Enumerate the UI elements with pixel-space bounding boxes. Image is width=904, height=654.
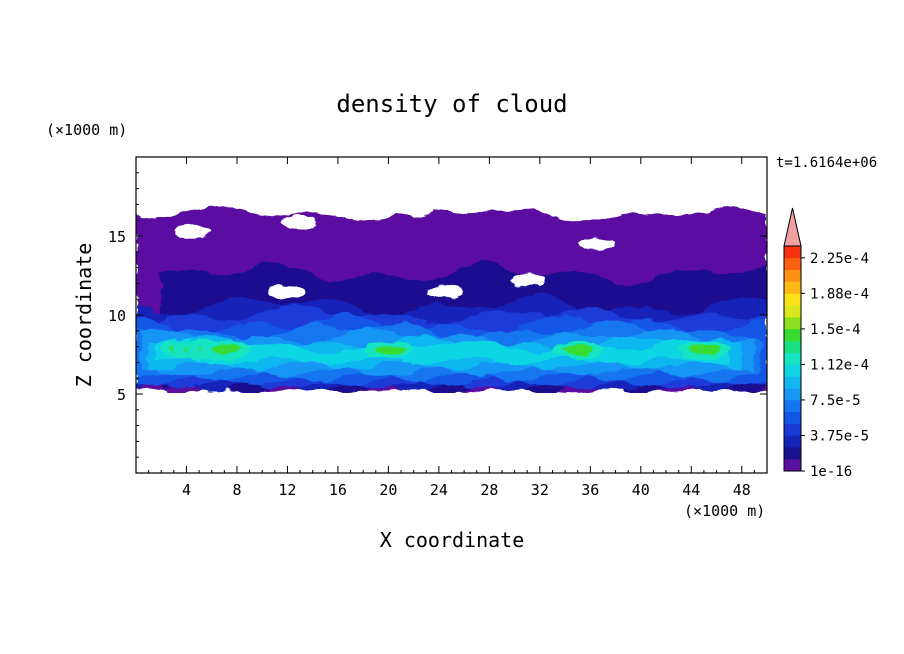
x-tick-label: 4 <box>182 481 191 499</box>
x-tick-label: 48 <box>733 481 751 499</box>
colorbar-swatch <box>784 447 801 460</box>
clear-air-gap <box>269 284 306 299</box>
colorbar-swatch <box>784 340 801 353</box>
y-tick-label: 10 <box>108 307 126 325</box>
colorbar-swatch <box>784 411 801 424</box>
y-tick-label: 5 <box>117 386 126 404</box>
colorbar-swatch <box>784 305 801 318</box>
colorbar-overflow-arrow <box>783 207 802 247</box>
x-tick-label: 36 <box>581 481 599 499</box>
x-tick-label: 16 <box>329 481 347 499</box>
clear-air-gap <box>578 236 615 251</box>
colorbar-swatch <box>784 269 801 282</box>
colorbar-swatch <box>784 376 801 389</box>
colorbar-swatch <box>784 352 801 365</box>
x-tick-label: 12 <box>278 481 296 499</box>
x-tick-label: 20 <box>379 481 397 499</box>
clear-air-gap <box>427 284 464 299</box>
x-unit-label: (×1000 m) <box>684 502 765 520</box>
colorbar-tick-label: 1.88e-4 <box>810 286 869 302</box>
x-tick-label: 44 <box>682 481 700 499</box>
colorbar-swatch <box>784 281 801 294</box>
colorbar-swatch <box>784 364 801 377</box>
colorbar-tick-label: 3.75e-5 <box>810 428 869 444</box>
cloud-core-inner <box>208 344 241 355</box>
cloud-core-inner <box>687 344 720 355</box>
y-unit-label: (×1000 m) <box>46 121 127 139</box>
x-axis: 4 8 12 16 20 24 28 32 36 40 44 48 <box>148 157 755 499</box>
colorbar-swatch <box>784 435 801 448</box>
x-tick-label: 40 <box>632 481 650 499</box>
clear-air-gap <box>509 273 546 288</box>
x-tick-label: 24 <box>430 481 448 499</box>
x-tick-label: 8 <box>232 481 241 499</box>
clear-air-gap <box>282 216 319 231</box>
x-axis-label: X coordinate <box>380 528 525 552</box>
colorbar-swatch <box>784 246 801 259</box>
colorbar-swatch <box>784 328 801 342</box>
x-tick-label: 28 <box>480 481 498 499</box>
colorbar-swatch <box>784 459 801 472</box>
colorbar-swatch <box>784 293 801 306</box>
colorbar-tick-label: 1.5e-4 <box>810 322 861 338</box>
y-axis-label: Z coordinate <box>72 243 96 388</box>
chart-title: density of cloud <box>336 90 567 118</box>
colorbar-tick-label: 1.12e-4 <box>810 357 869 373</box>
colorbar: 1e-16 3.75e-5 7.5e-5 1.12e-4 1.5e-4 1.88e-4 2.… <box>783 207 869 480</box>
colorbar-tick-label: 7.5e-5 <box>810 393 861 409</box>
colorbar-swatch <box>784 317 801 330</box>
cloud-core-inner <box>561 344 594 355</box>
cloud-density-field <box>136 200 767 393</box>
colorbar-tick-label: 1e-16 <box>810 464 852 480</box>
x-tick-label: 32 <box>531 481 549 499</box>
y-tick-label: 15 <box>108 228 126 246</box>
clear-air-gap <box>174 224 211 239</box>
clear-air-gap <box>395 203 432 218</box>
colorbar-tick-label: 2.25e-4 <box>810 251 869 267</box>
y-axis: 5 10 15 <box>108 172 767 458</box>
cloud-core-inner <box>372 344 405 355</box>
clear-air-gap <box>673 200 710 215</box>
colorbar-swatch <box>784 399 801 413</box>
colorbar-swatch <box>784 257 801 270</box>
colorbar-swatch <box>784 423 801 436</box>
colorbar-swatch <box>784 388 801 401</box>
time-label: t=1.6164e+06 <box>776 155 877 171</box>
